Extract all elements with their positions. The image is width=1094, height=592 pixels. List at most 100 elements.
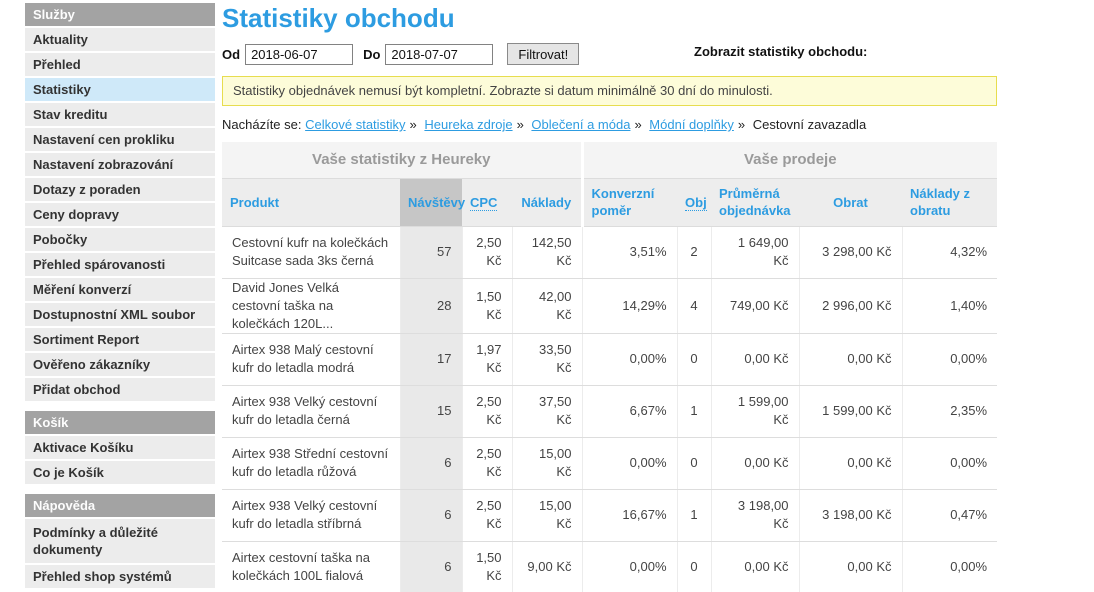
cell-conversion: 0,00% xyxy=(581,437,678,490)
table-row: Airtex 938 Střední cestovní kufr do leta… xyxy=(222,437,998,490)
cell-visits: 15 xyxy=(399,385,462,438)
cell-cpc: 2,50 Kč xyxy=(461,385,512,438)
date-filter: Od Do Filtrovat! xyxy=(222,42,997,66)
cell-visits: 6 xyxy=(399,437,462,490)
cell-cpc: 1,50 Kč xyxy=(461,278,512,334)
cell-costs: 142,50 Kč xyxy=(511,226,583,279)
cell-avg-order: 1 599,00 Kč xyxy=(710,385,800,438)
sidebar-item-podminky-a-dulezite-dokumenty[interactable]: Podmínky a důležité dokumenty xyxy=(25,519,215,563)
cell-revenue: 0,00 Kč xyxy=(798,333,903,386)
column-header-naklady[interactable]: Náklady xyxy=(512,178,584,227)
cell-visits: 57 xyxy=(399,226,462,279)
sidebar-item-aktuality[interactable]: Aktuality xyxy=(25,28,215,51)
cell-orders: 2 xyxy=(676,226,712,279)
cell-costs: 37,50 Kč xyxy=(511,385,583,438)
sidebar-item-stav-kreditu[interactable]: Stav kreditu xyxy=(25,103,215,126)
cell-avg-order: 3 198,00 Kč xyxy=(710,489,800,542)
breadcrumb-link-obleceni-a-moda[interactable]: Oblečení a móda xyxy=(531,117,631,132)
breadcrumb-current: Cestovní zavazadla xyxy=(752,117,867,132)
group-header-sales: Vaše prodeje xyxy=(582,142,998,179)
cell-conversion: 0,00% xyxy=(581,541,678,592)
breadcrumb: Nacházíte se: Celkové statistiky» Heurek… xyxy=(222,117,997,132)
column-header-naklady-z-obratu[interactable]: Náklady z obratu xyxy=(902,178,998,227)
filter-button[interactable]: Filtrovat! xyxy=(507,43,580,65)
cell-avg-order: 0,00 Kč xyxy=(710,437,800,490)
column-header-navstevy[interactable]: Návštěvy xyxy=(400,178,465,227)
main-content: Statistiky obchodu Od Do Filtrovat! Zobr… xyxy=(222,0,998,592)
cell-cost-ratio: 1,40% xyxy=(901,278,998,334)
date-to-label: Do xyxy=(363,46,381,62)
table-column-header-row: Produkt Návštěvy CPC Náklady Konverzní p… xyxy=(222,178,998,227)
cell-costs: 33,50 Kč xyxy=(511,333,583,386)
cell-cpc: 1,50 Kč xyxy=(461,541,512,592)
column-header-produkt[interactable]: Produkt xyxy=(222,178,400,227)
table-row: Airtex cestovní taška na kolečkách 100L … xyxy=(222,541,998,592)
cpc-help-link[interactable]: CPC xyxy=(470,194,498,211)
statistics-table: Vaše statistiky z Heureky Vaše prodeje P… xyxy=(222,142,998,592)
sidebar-item-pobocky[interactable]: Pobočky xyxy=(25,228,215,251)
cell-cpc: 2,50 Kč xyxy=(461,226,512,279)
cell-orders: 0 xyxy=(676,437,712,490)
sidebar-item-overeno-zakazniky[interactable]: Ověřeno zákazníky xyxy=(25,353,215,376)
sidebar-item-nastaveni-zobrazovani[interactable]: Nastavení zobrazování xyxy=(25,153,215,176)
cell-cost-ratio: 0,00% xyxy=(901,541,998,592)
cell-revenue: 0,00 Kč xyxy=(798,437,903,490)
sidebar-item-mereni-konverzi[interactable]: Měření konverzí xyxy=(25,278,215,301)
cell-costs: 15,00 Kč xyxy=(511,489,583,542)
sidebar-item-nastaveni-cen-prokliku[interactable]: Nastavení cen prokliku xyxy=(25,128,215,151)
table-row: Airtex 938 Malý cestovní kufr do letadla… xyxy=(222,333,998,386)
page-title: Statistiky obchodu xyxy=(222,3,455,33)
column-header-konverzni-pomer[interactable]: Konverzní poměr xyxy=(582,178,678,227)
cell-cpc: 1,97 Kč xyxy=(461,333,512,386)
cell-product: Airtex 938 Velký cestovní kufr do letadl… xyxy=(222,489,400,542)
sidebar-item-sortiment-report[interactable]: Sortiment Report xyxy=(25,328,215,351)
cell-cost-ratio: 0,00% xyxy=(901,437,998,490)
sidebar-item-pridat-obchod[interactable]: Přidat obchod xyxy=(25,378,215,401)
cell-cost-ratio: 0,00% xyxy=(901,333,998,386)
cell-visits: 6 xyxy=(399,541,462,592)
breadcrumb-link-modni-doplnky[interactable]: Módní doplňky xyxy=(649,117,734,132)
cell-product: Cestovní kufr na kolečkách Suitcase sada… xyxy=(222,226,400,279)
cell-orders: 1 xyxy=(676,385,712,438)
cell-visits: 6 xyxy=(399,489,462,542)
cell-revenue: 3 198,00 Kč xyxy=(798,489,903,542)
breadcrumb-separator: » xyxy=(409,117,417,132)
sidebar-item-aktivace-kosiku[interactable]: Aktivace Košíku xyxy=(25,436,215,459)
cell-product: David Jones Velká cestovní taška na kole… xyxy=(222,278,400,334)
sidebar-item-prehled[interactable]: Přehled xyxy=(25,53,215,76)
orders-notice: Statistiky objednávek nemusí být komplet… xyxy=(222,76,997,106)
breadcrumb-separator: » xyxy=(737,117,746,132)
table-row: Cestovní kufr na kolečkách Suitcase sada… xyxy=(222,226,998,279)
cell-conversion: 14,29% xyxy=(581,278,678,334)
cell-product: Airtex cestovní taška na kolečkách 100L … xyxy=(222,541,400,592)
date-from-input[interactable] xyxy=(245,43,354,65)
sidebar-item-dostupnostni-xml-soubor[interactable]: Dostupnostní XML soubor xyxy=(25,303,215,326)
cell-avg-order: 0,00 Kč xyxy=(710,541,800,592)
table-row: Airtex 938 Velký cestovní kufr do letadl… xyxy=(222,489,998,542)
date-to-input[interactable] xyxy=(385,43,494,65)
sidebar-item-ceny-dopravy[interactable]: Ceny dopravy xyxy=(25,203,215,226)
column-header-obj[interactable]: Obj xyxy=(677,178,712,227)
breadcrumb-link-heureka-zdroje[interactable]: Heureka zdroje xyxy=(424,117,513,132)
cell-orders: 0 xyxy=(676,541,712,592)
sidebar-item-prehled-shop-systemu[interactable]: Přehled shop systémů xyxy=(25,565,215,588)
cell-costs: 9,00 Kč xyxy=(511,541,583,592)
cell-cpc: 2,50 Kč xyxy=(461,489,512,542)
obj-help-link[interactable]: Obj xyxy=(685,194,707,211)
column-header-cpc[interactable]: CPC xyxy=(462,178,512,227)
sidebar-item-statistiky[interactable]: Statistiky xyxy=(25,78,215,101)
cell-avg-order: 1 649,00 Kč xyxy=(710,226,800,279)
breadcrumb-link-celkove-statistiky[interactable]: Celkové statistiky xyxy=(305,117,406,132)
breadcrumb-separator: » xyxy=(516,117,524,132)
cell-revenue: 0,00 Kč xyxy=(798,541,903,592)
sidebar-item-dotazy-z-poraden[interactable]: Dotazy z poraden xyxy=(25,178,215,201)
sidebar-item-co-je-kosik[interactable]: Co je Košík xyxy=(25,461,215,484)
column-header-prumerna-objednavka[interactable]: Průměrná objednávka xyxy=(711,178,800,227)
table-row: David Jones Velká cestovní taška na kole… xyxy=(222,278,998,334)
cell-conversion: 0,00% xyxy=(581,333,678,386)
column-header-obrat[interactable]: Obrat xyxy=(799,178,903,227)
cell-conversion: 6,67% xyxy=(581,385,678,438)
sidebar-item-prehled-sparovanosti[interactable]: Přehled spárovanosti xyxy=(25,253,215,276)
cell-product: Airtex 938 Velký cestovní kufr do letadl… xyxy=(222,385,400,438)
